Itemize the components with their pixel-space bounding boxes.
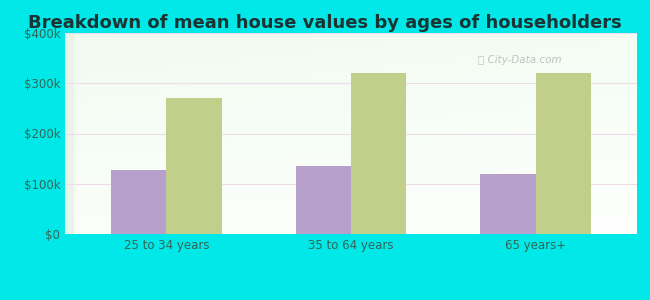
- Text: ⓘ City-Data.com: ⓘ City-Data.com: [478, 55, 562, 65]
- Text: Breakdown of mean house values by ages of householders: Breakdown of mean house values by ages o…: [28, 14, 622, 32]
- Bar: [351, 73, 406, 234]
- Bar: [480, 174, 536, 234]
- Bar: [111, 170, 166, 234]
- Bar: [166, 98, 222, 234]
- Bar: [296, 166, 351, 234]
- Bar: [536, 73, 591, 234]
